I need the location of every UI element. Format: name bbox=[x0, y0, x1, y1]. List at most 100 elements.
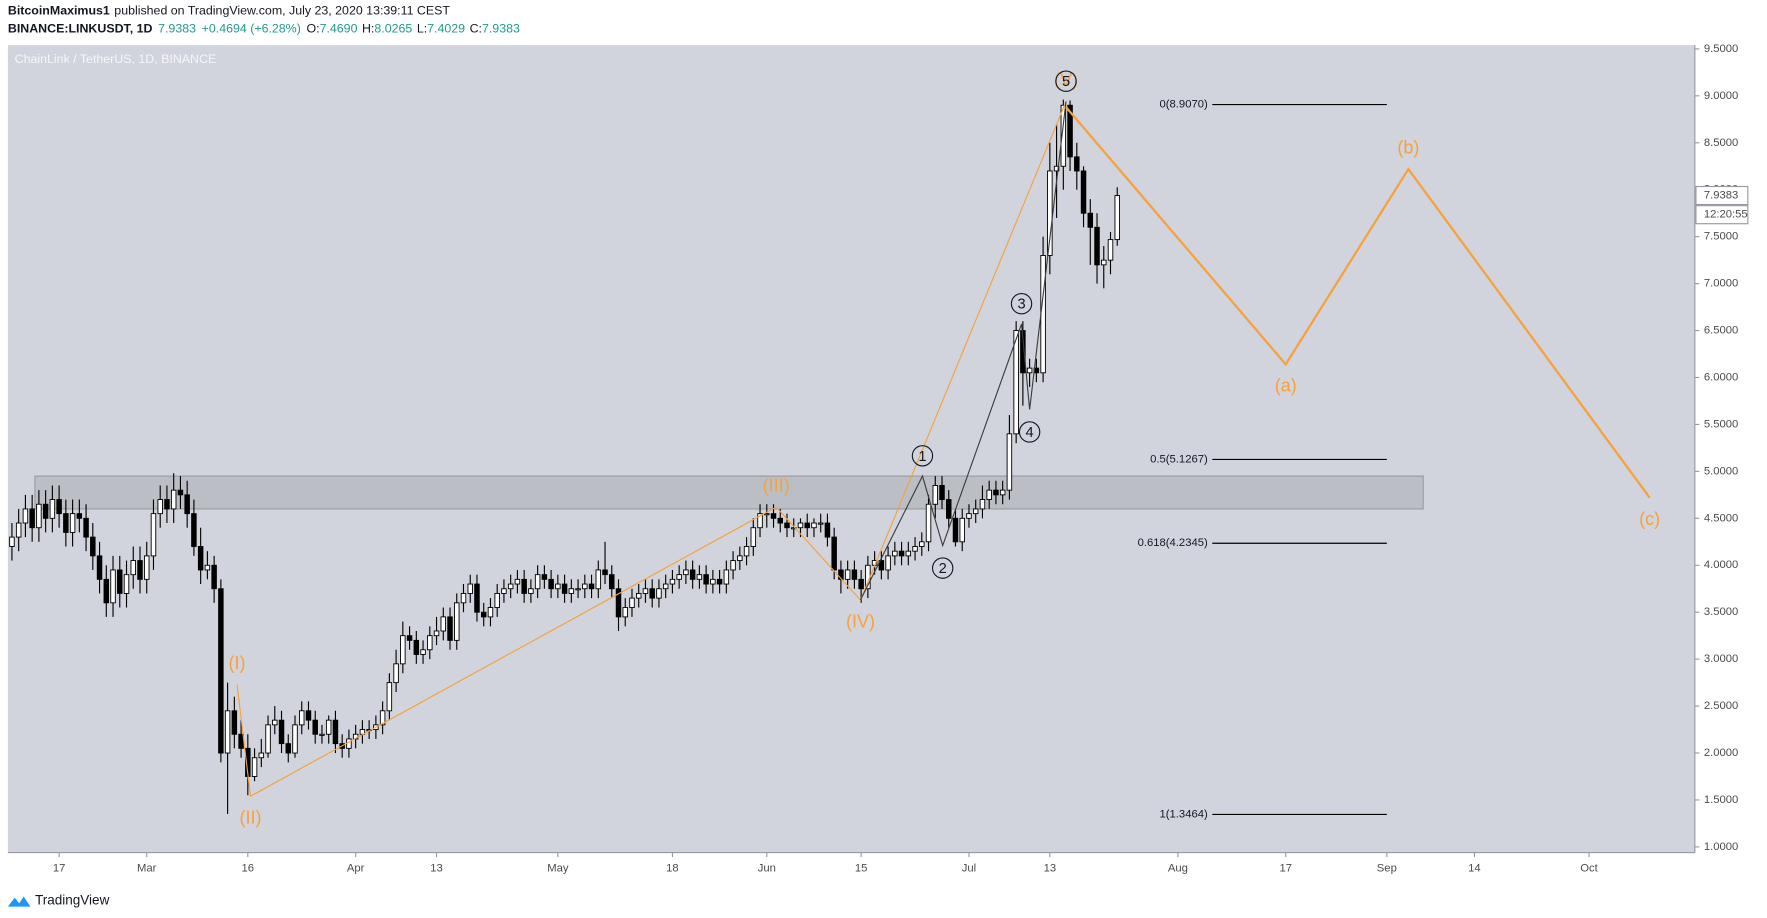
wave-label: 1 bbox=[918, 449, 926, 465]
candle-body bbox=[393, 663, 399, 684]
candle-body bbox=[123, 574, 130, 594]
candle-body bbox=[615, 588, 622, 618]
y-tick-label: 7.0000 bbox=[1704, 278, 1738, 290]
candle-body bbox=[662, 583, 669, 590]
candle-body bbox=[480, 611, 487, 618]
candle-body bbox=[474, 583, 480, 613]
candle-body bbox=[683, 569, 689, 576]
candle-body bbox=[224, 710, 231, 754]
ohlc-value: 7.4029 bbox=[427, 22, 465, 36]
candle-body bbox=[467, 583, 473, 594]
published: published on TradingView.com, July 23, 2… bbox=[114, 4, 450, 18]
candle-body bbox=[986, 489, 992, 500]
countdown: 12:20:55 bbox=[1704, 209, 1748, 221]
candle-body bbox=[460, 592, 467, 604]
candle-body bbox=[959, 517, 965, 543]
candle-body bbox=[406, 635, 413, 641]
y-tick-label: 8.5000 bbox=[1704, 137, 1738, 149]
candle-body bbox=[1094, 226, 1100, 266]
candle-body bbox=[285, 743, 292, 754]
candle-body bbox=[1047, 170, 1053, 256]
candle-body bbox=[912, 546, 918, 552]
ohlc-key: C: bbox=[470, 22, 482, 36]
x-tick-label: Mar bbox=[137, 862, 157, 874]
candle-body bbox=[386, 682, 393, 712]
x-tick-label: 16 bbox=[242, 862, 255, 874]
wave-label: 3 bbox=[1017, 297, 1025, 313]
candle-body bbox=[197, 546, 204, 571]
pane-title: ChainLink / TetherUS, 1D, BINANCE bbox=[15, 52, 217, 66]
wave-label-circle bbox=[911, 445, 934, 467]
candle-body bbox=[541, 574, 548, 580]
candle-body bbox=[258, 752, 265, 759]
candle-body bbox=[770, 513, 777, 519]
brand: TradingView bbox=[35, 893, 110, 908]
candle-body bbox=[730, 560, 736, 571]
candle-body bbox=[952, 517, 959, 543]
candle-body bbox=[319, 733, 325, 736]
candle-body bbox=[292, 724, 298, 754]
wave-label: 4 bbox=[1026, 425, 1034, 441]
y-tick-label: 9.5000 bbox=[1704, 43, 1738, 55]
wave-line bbox=[859, 101, 1067, 601]
candle-body bbox=[939, 485, 945, 500]
ohlc-value: 7.4690 bbox=[320, 22, 358, 36]
candle-body bbox=[325, 719, 332, 735]
candle-body bbox=[919, 541, 925, 547]
candle-body bbox=[305, 710, 312, 721]
candle-body bbox=[824, 522, 831, 538]
candle-body bbox=[454, 602, 460, 641]
wave-label-circle bbox=[1018, 421, 1041, 443]
candle-body bbox=[999, 489, 1006, 496]
candle-body bbox=[582, 583, 588, 590]
candle-body bbox=[723, 569, 730, 585]
candle-body bbox=[427, 635, 433, 651]
candle-body bbox=[925, 503, 932, 543]
ohlc-value: 8.0265 bbox=[374, 22, 412, 36]
candle-body bbox=[946, 499, 952, 519]
candle-body bbox=[817, 522, 824, 525]
candle-body bbox=[184, 494, 190, 515]
x-tick-label: 17 bbox=[53, 862, 66, 874]
y-tick-label: 5.5000 bbox=[1704, 418, 1738, 430]
candle-body bbox=[1074, 156, 1080, 172]
candle-body bbox=[979, 499, 986, 510]
candle-body bbox=[555, 583, 561, 590]
candle-body bbox=[49, 499, 56, 519]
countdown-box bbox=[1695, 205, 1749, 225]
wave-label: 2 bbox=[939, 561, 947, 577]
y-tick-label: 2.0000 bbox=[1704, 747, 1738, 759]
candle-body bbox=[710, 578, 716, 585]
candle-body bbox=[69, 513, 76, 533]
candle-body bbox=[878, 560, 885, 571]
publish-line: BitcoinMaximus1 published on TradingView.… bbox=[8, 4, 451, 18]
resistance-zone bbox=[34, 475, 1424, 510]
candle-body bbox=[130, 560, 136, 576]
candle-body bbox=[676, 574, 682, 580]
candle-body bbox=[420, 649, 426, 655]
candle-body bbox=[972, 508, 979, 515]
candle-body bbox=[784, 522, 790, 529]
candle-body bbox=[750, 527, 757, 547]
candle-body bbox=[272, 719, 278, 726]
ohlc-key: O: bbox=[306, 22, 319, 36]
x-tick-label: Oct bbox=[1580, 862, 1598, 874]
candle-body bbox=[204, 564, 211, 571]
candle-body bbox=[1040, 255, 1046, 374]
candle-body bbox=[137, 560, 143, 580]
fib-label: 0.5(5.1267) bbox=[1150, 453, 1208, 465]
wave-label: (b) bbox=[1397, 138, 1419, 158]
candle-body bbox=[157, 499, 163, 515]
candle-body bbox=[29, 508, 35, 529]
y-tick-label: 3.0000 bbox=[1704, 653, 1738, 665]
x-tick-label: 13 bbox=[430, 862, 443, 874]
candle-body bbox=[804, 522, 810, 529]
y-tick-label: 9.0000 bbox=[1704, 90, 1738, 102]
candle-body bbox=[885, 555, 891, 571]
wave-label: (II) bbox=[240, 808, 262, 828]
fib-label: 0(8.9070) bbox=[1160, 99, 1208, 111]
candle-body bbox=[15, 522, 22, 538]
ohlc-key: L: bbox=[417, 22, 427, 36]
last-price: 7.9383 bbox=[1704, 190, 1738, 202]
